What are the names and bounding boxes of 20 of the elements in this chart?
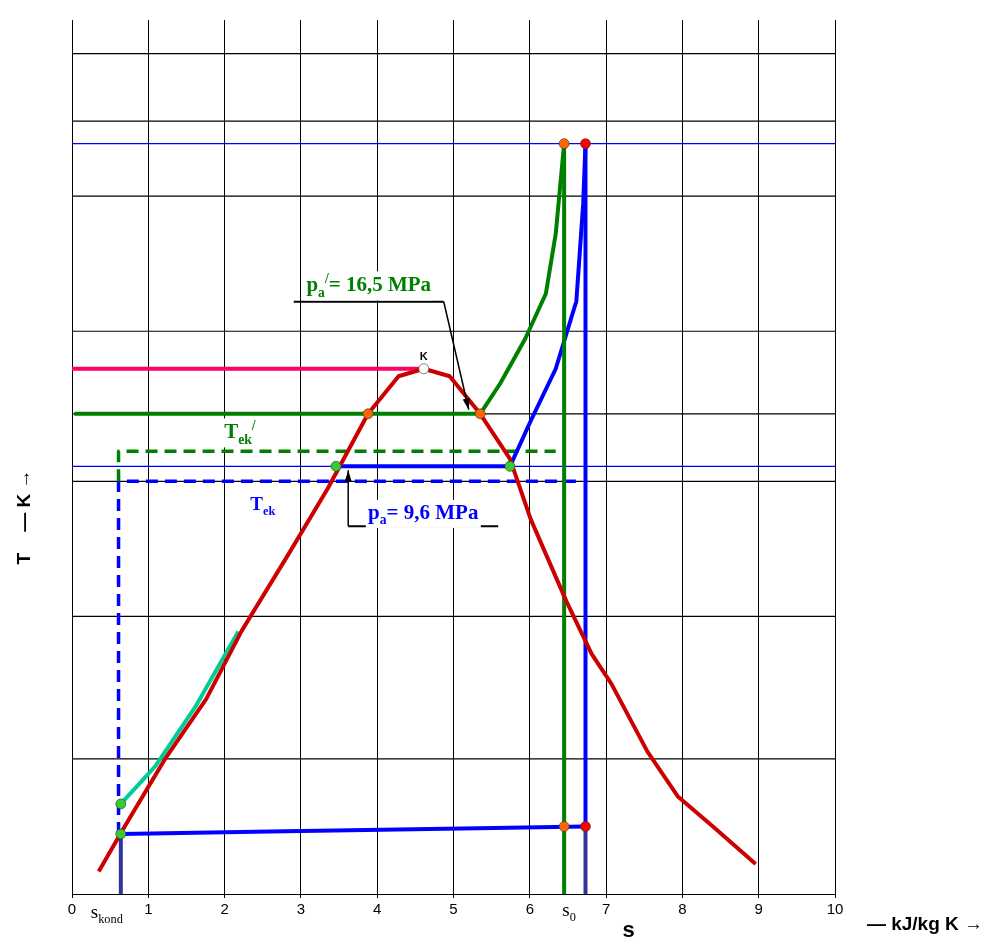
annotation: p$_{a}$= 9,6 MPa	[366, 500, 481, 529]
x-tick-label: 2	[220, 900, 229, 918]
x-tick-label: 3	[296, 900, 306, 918]
x-tick-label: 6	[525, 900, 534, 918]
annotation: K	[417, 349, 430, 362]
x-tick-label: 4	[373, 900, 382, 918]
x-axis-title: s	[620, 917, 637, 943]
x-tick-label: 7	[601, 900, 611, 918]
annotation: s$_{kond}$	[88, 901, 125, 927]
x-tick-label: 0	[67, 900, 77, 918]
x-tick-label: 9	[754, 900, 763, 918]
x-tick-label: 1	[144, 900, 153, 918]
annotation: s$_{0}$	[560, 899, 578, 925]
y-axis-title: T — K →	[13, 467, 35, 567]
x-tick-label: 10	[826, 900, 844, 918]
annotation: T$_{ek}$	[248, 493, 278, 520]
text: — kJ/kg K →	[864, 913, 986, 935]
annotation: p$_{a}$$^{/}$= 16,5 MPa	[304, 271, 434, 301]
x-tick-label: 8	[678, 900, 687, 918]
x-tick-label: 5	[449, 900, 458, 918]
